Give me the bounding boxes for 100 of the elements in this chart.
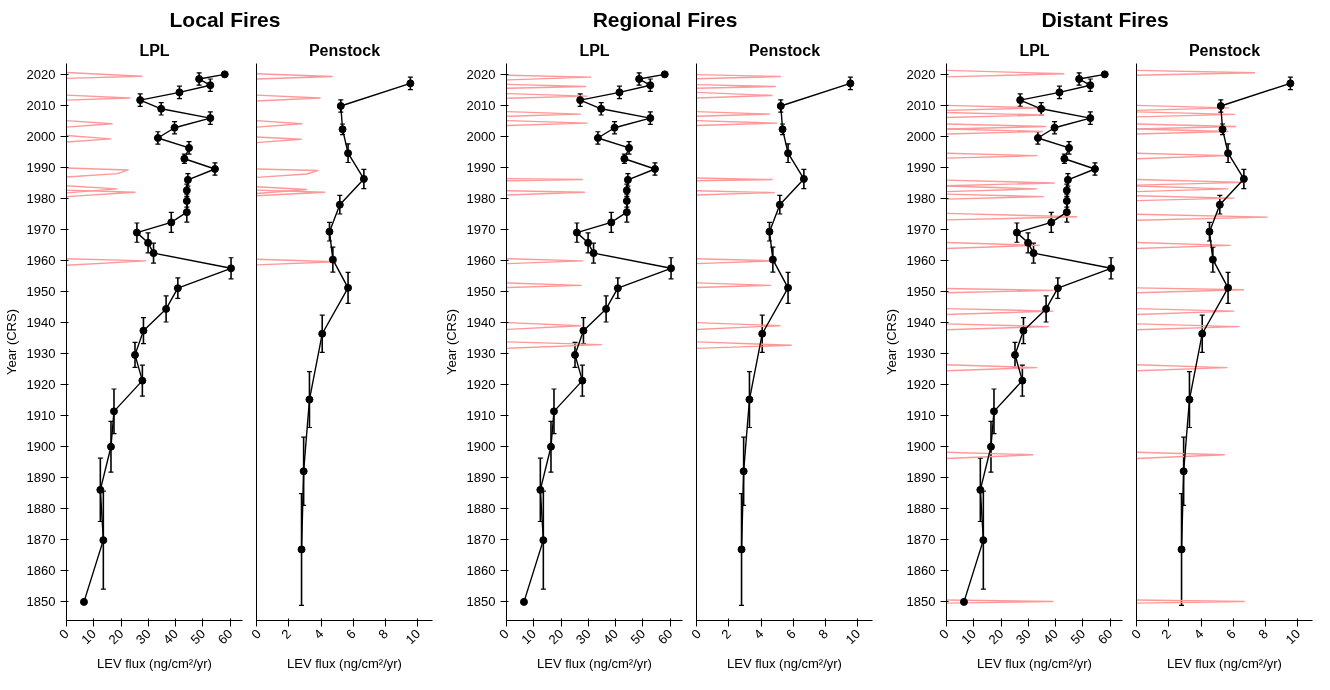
chart-subtitle: LPL <box>1019 41 1050 59</box>
y-tick-label: 2020 <box>466 66 496 82</box>
y-tick-label: 1970 <box>906 222 936 238</box>
x-tick-label: 50 <box>187 626 209 648</box>
y-tick-label: 1900 <box>906 439 936 455</box>
y-tick-label: 1910 <box>26 408 56 424</box>
y-tick-label: 1890 <box>26 470 56 486</box>
x-axis-title: LEV flux (ng/cm²/yr) <box>977 656 1092 672</box>
x-tick-label: 0 <box>1128 626 1145 642</box>
x-tick-label: 10 <box>958 626 980 648</box>
x-tick-label: 50 <box>1067 626 1089 648</box>
chart-subtitle: Penstock <box>748 41 821 59</box>
y-tick-label: 1860 <box>906 563 936 579</box>
chart-subtitle: Penstock <box>1188 41 1261 59</box>
y-tick-label: 1850 <box>466 594 496 610</box>
y-tick-label: 1900 <box>26 439 56 455</box>
x-tick-label: 10 <box>1282 626 1304 648</box>
y-axis-title: Year (CRS) <box>443 309 459 375</box>
x-tick-label: 40 <box>600 626 621 648</box>
x-tick-label: 0 <box>688 626 705 642</box>
y-tick-label: 1860 <box>466 563 496 579</box>
x-tick-label: 2 <box>278 626 295 642</box>
y-tick-label: 1920 <box>906 377 936 393</box>
x-tick-label: 40 <box>160 626 181 648</box>
x-tick-label: 60 <box>654 626 676 648</box>
y-tick-label: 1950 <box>26 284 56 300</box>
y-tick-label: 1990 <box>906 159 936 175</box>
y-tick-label: 1970 <box>466 222 496 238</box>
y-tick-label: 1860 <box>26 563 56 579</box>
x-tick-label: 20 <box>985 626 1007 648</box>
chart-subtitle: LPL <box>579 41 610 59</box>
x-tick-label: 30 <box>572 626 594 648</box>
y-tick-label: 1920 <box>26 377 56 393</box>
y-tick-label: 1950 <box>906 284 936 300</box>
y-tick-label: 1870 <box>906 532 936 548</box>
chart-title: Local Fires <box>169 7 281 33</box>
y-tick-label: 1910 <box>466 408 496 424</box>
x-tick-label: 0 <box>496 626 512 642</box>
chart-subtitle: LPL <box>139 41 170 59</box>
y-tick-label: 2010 <box>466 97 496 113</box>
x-tick-label: 8 <box>375 626 391 642</box>
y-tick-label: 1900 <box>466 439 496 455</box>
x-tick-label: 2 <box>718 626 735 642</box>
x-tick-label: 40 <box>1040 626 1061 648</box>
y-tick-label: 1960 <box>466 253 496 269</box>
x-tick-label: 10 <box>78 626 100 648</box>
y-tick-label: 1940 <box>466 315 496 331</box>
x-tick-label: 60 <box>1094 626 1116 648</box>
x-tick-label: 20 <box>545 626 567 648</box>
x-tick-label: 4 <box>1190 626 1207 642</box>
y-tick-label: 2020 <box>26 66 56 82</box>
x-axis-title: LEV flux (ng/cm²/yr) <box>97 656 212 672</box>
x-tick-label: 20 <box>105 626 127 648</box>
x-tick-label: 30 <box>1012 626 1034 648</box>
y-tick-label: 1920 <box>466 377 496 393</box>
y-tick-label: 1880 <box>26 501 56 517</box>
x-tick-label: 8 <box>1255 626 1271 642</box>
x-axis-title: LEV flux (ng/cm²/yr) <box>727 656 842 672</box>
x-tick-label: 2 <box>1158 626 1175 642</box>
y-axis-title: Year (CRS) <box>3 309 19 375</box>
y-tick-label: 1880 <box>906 501 936 517</box>
y-tick-label: 1980 <box>466 190 496 206</box>
x-axis-title: LEV flux (ng/cm²/yr) <box>287 656 402 672</box>
x-tick-label: 6 <box>1222 626 1239 642</box>
x-tick-label: 8 <box>815 626 831 642</box>
y-tick-label: 1970 <box>26 222 56 238</box>
y-tick-label: 1960 <box>906 253 936 269</box>
y-tick-label: 1940 <box>26 315 56 331</box>
y-tick-label: 1990 <box>466 159 496 175</box>
y-tick-label: 1990 <box>26 159 56 175</box>
x-tick-label: 60 <box>214 626 236 648</box>
y-tick-label: 1930 <box>26 346 56 362</box>
x-axis-title: LEV flux (ng/cm²/yr) <box>537 656 652 672</box>
x-tick-label: 0 <box>936 626 952 642</box>
y-axis-title: Year (CRS) <box>883 309 899 375</box>
y-tick-label: 1960 <box>26 253 56 269</box>
x-tick-label: 30 <box>132 626 154 648</box>
x-tick-label: 0 <box>248 626 265 642</box>
y-tick-label: 1890 <box>906 470 936 486</box>
x-tick-label: 10 <box>518 626 540 648</box>
y-tick-label: 2010 <box>26 97 56 113</box>
y-tick-label: 2010 <box>906 97 936 113</box>
y-tick-label: 1910 <box>906 408 936 424</box>
y-tick-label: 2000 <box>26 128 56 144</box>
x-tick-label: 0 <box>56 626 72 642</box>
y-tick-label: 2000 <box>466 128 496 144</box>
x-tick-label: 4 <box>750 626 767 642</box>
y-tick-label: 2020 <box>906 66 936 82</box>
chart-title: Regional Fires <box>592 7 738 33</box>
y-tick-label: 1930 <box>466 346 496 362</box>
y-tick-label: 1870 <box>26 532 56 548</box>
x-tick-label: 10 <box>842 626 864 648</box>
y-tick-label: 1980 <box>26 190 56 206</box>
x-tick-label: 10 <box>402 626 424 648</box>
x-tick-label: 4 <box>310 626 327 642</box>
y-tick-label: 1850 <box>906 594 936 610</box>
y-tick-label: 1940 <box>906 315 936 331</box>
y-tick-label: 1850 <box>26 594 56 610</box>
y-tick-label: 1930 <box>906 346 936 362</box>
y-tick-label: 1870 <box>466 532 496 548</box>
